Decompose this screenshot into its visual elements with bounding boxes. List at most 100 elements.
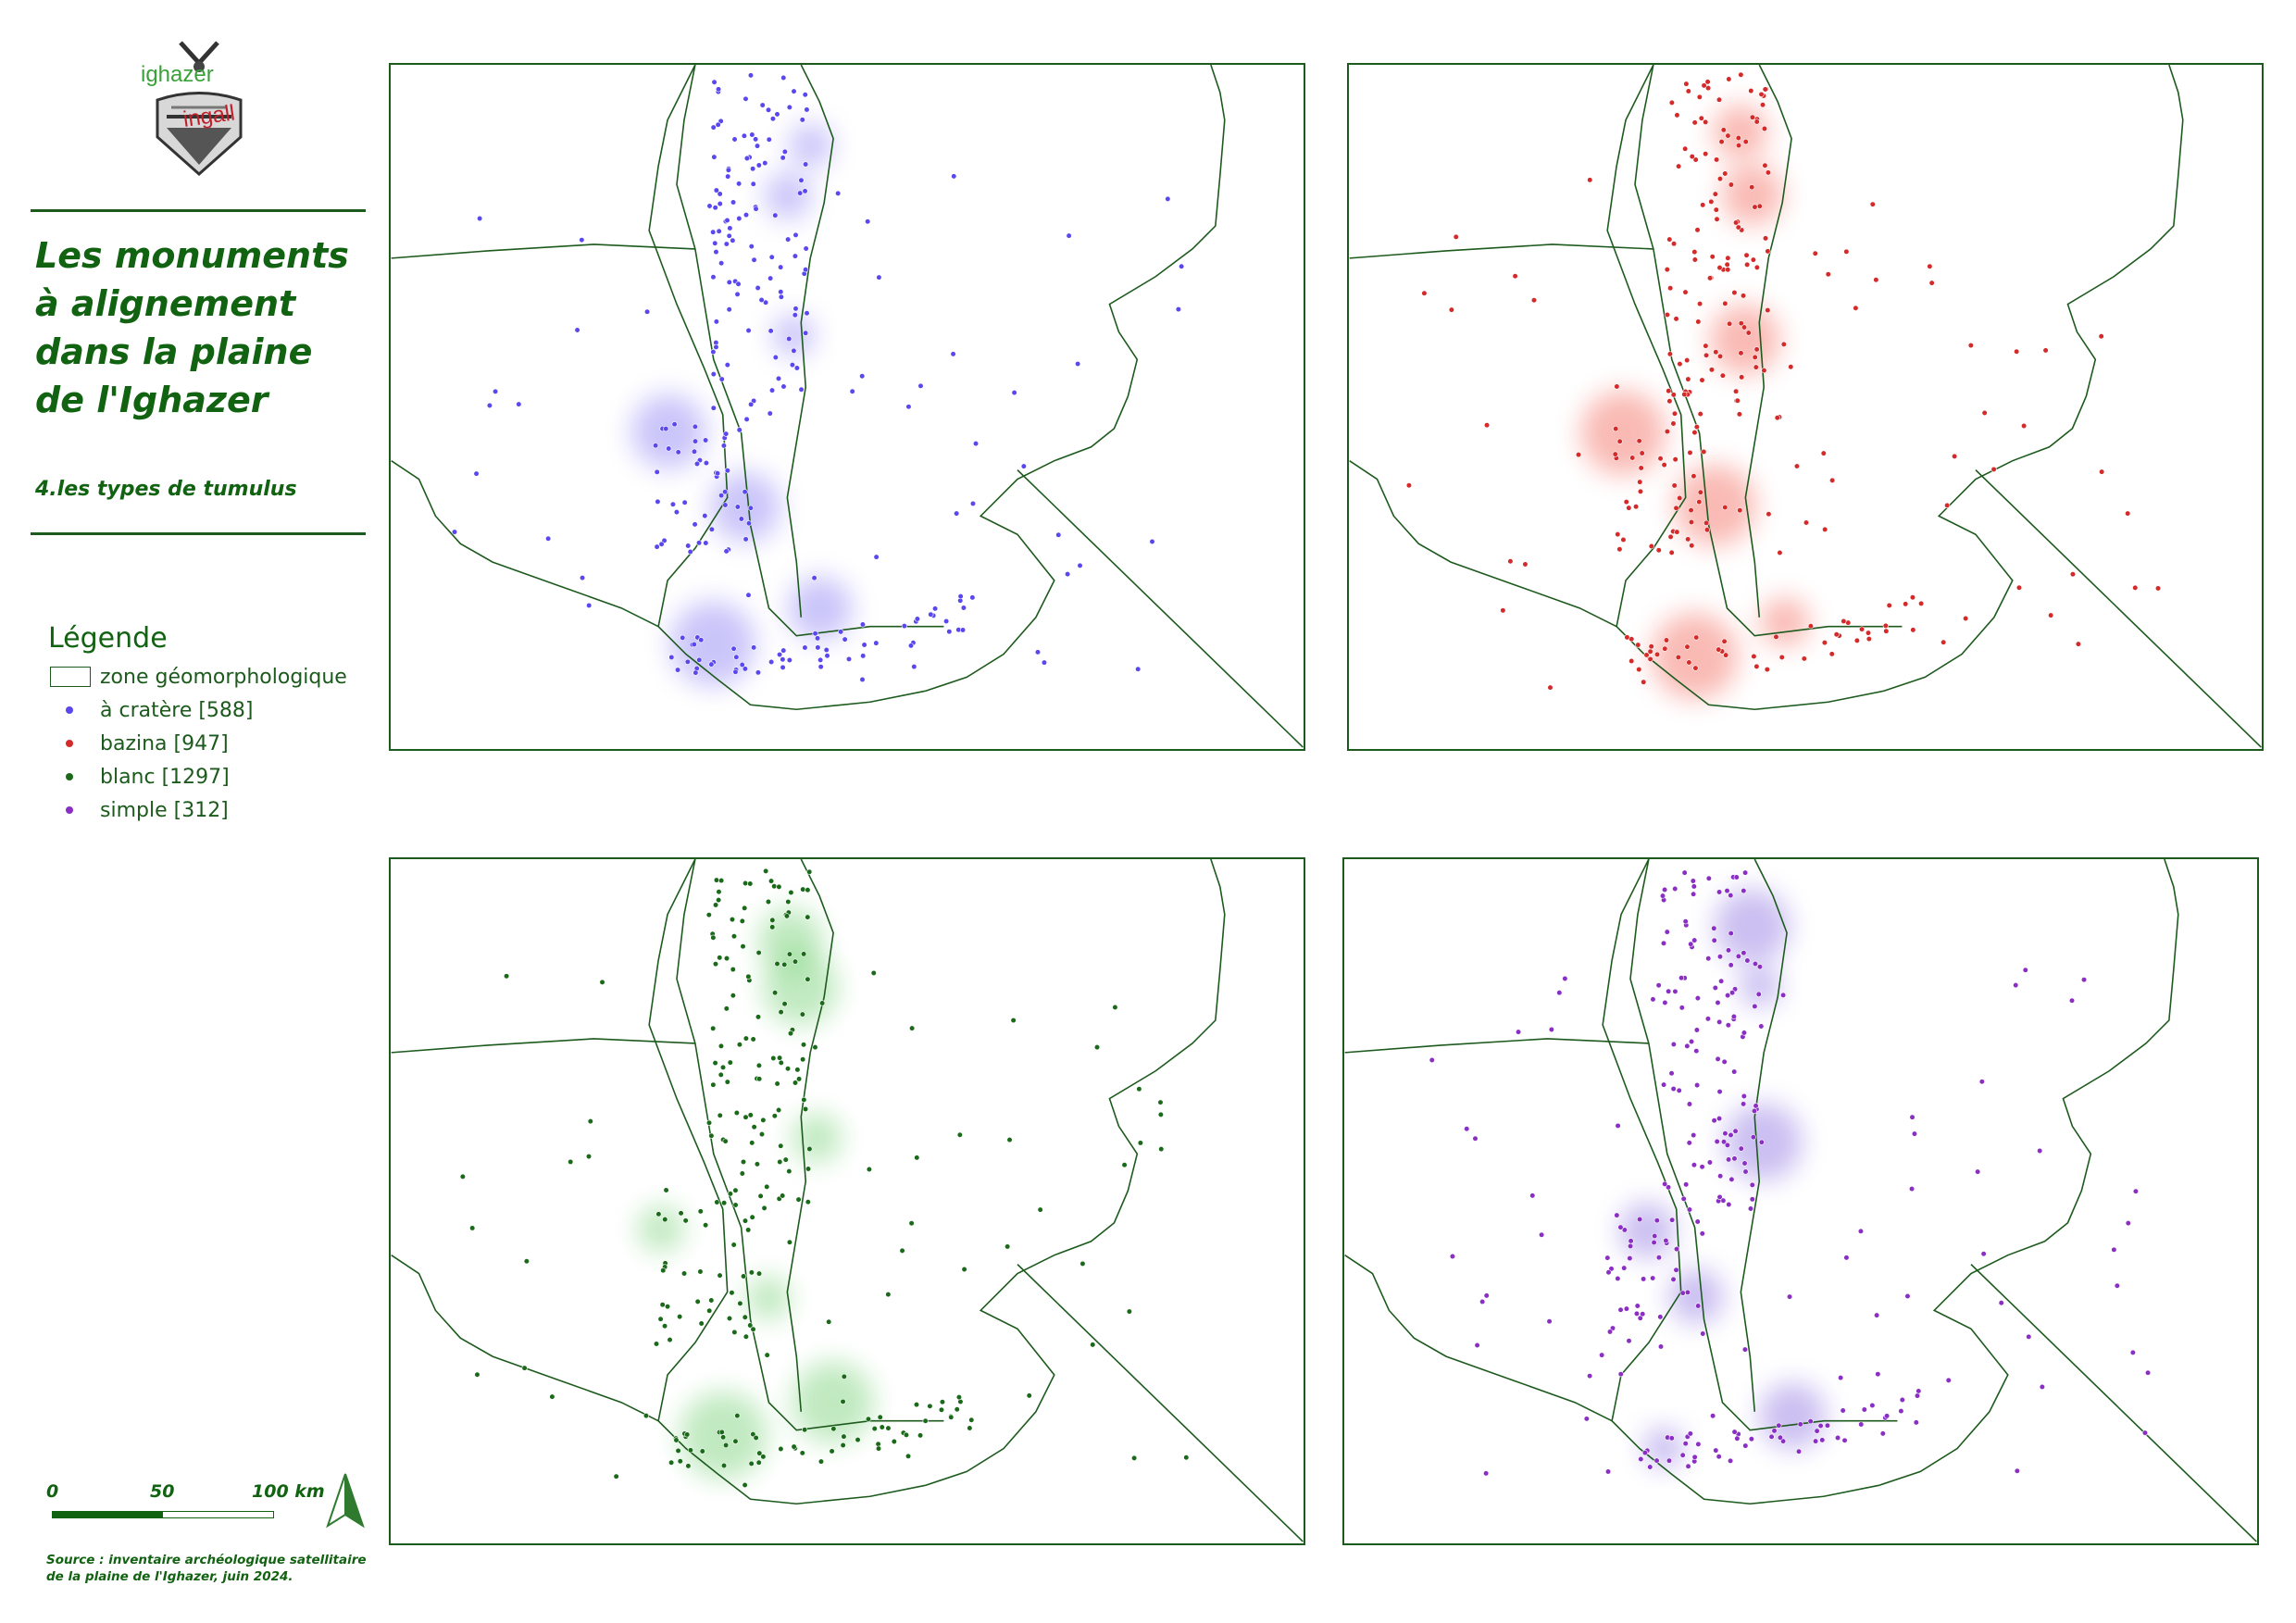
site-point [1764, 666, 1770, 673]
site-point [1838, 1375, 1844, 1381]
site-point [568, 1158, 574, 1166]
site-point [859, 373, 866, 380]
site-point [1980, 1251, 1987, 1257]
site-point [786, 1167, 792, 1175]
site-point [687, 1447, 693, 1454]
site-point [1112, 1004, 1118, 1011]
site-point [726, 279, 732, 285]
site-point [1869, 201, 1876, 207]
site-point [792, 231, 799, 238]
site-point [1728, 1176, 1735, 1182]
site-point [938, 1406, 945, 1413]
site-point [1940, 639, 1947, 645]
site-point [1771, 1428, 1778, 1434]
divider-bottom [31, 532, 366, 535]
scale-label-100: 100 km [252, 1481, 325, 1502]
site-point [1857, 1228, 1865, 1234]
site-point [1776, 1422, 1782, 1429]
site-point [1700, 202, 1706, 208]
site-point [755, 949, 762, 956]
site-point [703, 459, 710, 467]
site-point [873, 554, 880, 560]
site-point [712, 205, 718, 211]
site-point [1744, 261, 1751, 268]
map-simple [1344, 859, 2257, 1542]
site-point [1672, 988, 1678, 995]
site-point [786, 335, 792, 343]
site-point [891, 1438, 897, 1445]
site-point [835, 190, 842, 196]
site-point [760, 1454, 767, 1460]
site-point [1657, 1314, 1664, 1320]
density-glow [669, 601, 756, 687]
site-point [1819, 1437, 1826, 1443]
site-point [1691, 256, 1698, 263]
site-point [1685, 1463, 1691, 1469]
site-point [1751, 1107, 1758, 1115]
site-point [1793, 463, 1801, 469]
site-point [732, 668, 739, 675]
site-point [1786, 1293, 1793, 1300]
site-point [694, 1298, 701, 1305]
site-point [1725, 1022, 1731, 1029]
site-point [747, 72, 755, 79]
site-point [780, 383, 787, 390]
site-point [1762, 86, 1768, 93]
site-point [1673, 1267, 1679, 1273]
site-point [765, 898, 772, 905]
site-point [1731, 1068, 1738, 1075]
site-point [1633, 1310, 1641, 1317]
site-point [722, 1138, 729, 1144]
site-point [2075, 641, 2081, 647]
site-point [770, 1055, 777, 1062]
site-point [817, 1458, 825, 1465]
site-point [830, 1426, 837, 1432]
zone-boundary [1017, 1264, 1304, 1542]
site-point [1671, 410, 1678, 417]
site-point [1736, 411, 1742, 418]
site-point [1668, 1070, 1675, 1077]
site-point [960, 605, 967, 611]
site-point [675, 667, 681, 673]
site-point [819, 1000, 826, 1006]
site-point [802, 644, 808, 651]
zone-boundary [676, 65, 944, 637]
site-point [663, 1187, 669, 1193]
site-point [786, 104, 792, 110]
zone-boundary [1629, 859, 1898, 1431]
site-point [1673, 1246, 1680, 1253]
site-point [1472, 1135, 1479, 1142]
site-point [1742, 139, 1749, 145]
site-point [1135, 666, 1142, 672]
site-point [1606, 1329, 1614, 1335]
site-point [1745, 330, 1752, 336]
site-point [1737, 507, 1743, 514]
site-point [800, 1042, 807, 1048]
site-point [1716, 889, 1723, 895]
map-panel-bazina [1347, 63, 2264, 751]
site-point [1681, 869, 1688, 876]
site-point [1691, 473, 1697, 480]
site-point [1963, 615, 1969, 622]
site-point [1727, 320, 1733, 327]
site-point [1666, 1457, 1673, 1464]
site-point [877, 1414, 883, 1420]
site-point [1733, 874, 1740, 880]
site-point [1898, 1407, 1904, 1415]
site-point [1530, 297, 1538, 304]
site-point [685, 1463, 692, 1469]
site-point [718, 1042, 725, 1049]
site-point [1675, 654, 1681, 661]
site-point [1861, 1406, 1867, 1413]
site-point [1711, 937, 1717, 943]
site-point [730, 933, 738, 940]
site-point [1814, 1428, 1820, 1434]
site-point [715, 86, 722, 93]
site-point [715, 121, 721, 128]
site-point [705, 912, 712, 918]
site-point [714, 1199, 720, 1205]
site-point [1882, 622, 1889, 630]
site-point [786, 656, 792, 664]
site-point [1694, 1218, 1701, 1225]
site-point [732, 1187, 739, 1193]
